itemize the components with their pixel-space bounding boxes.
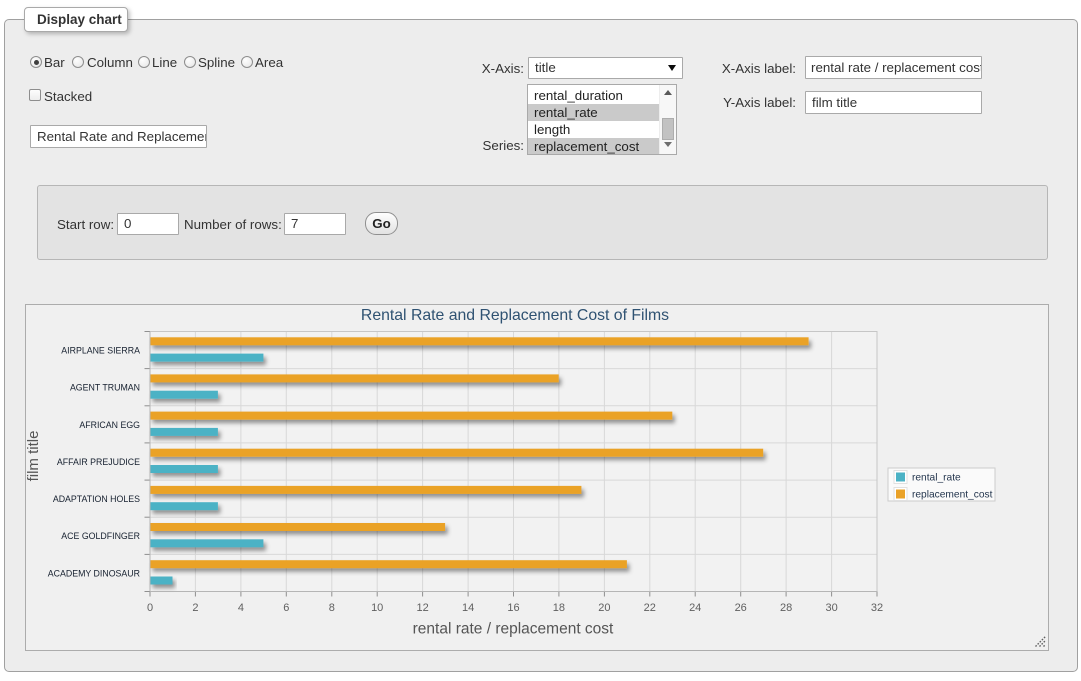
svg-text:14: 14 bbox=[462, 602, 474, 614]
svg-text:rental rate / replacement cost: rental rate / replacement cost bbox=[413, 621, 614, 638]
svg-text:2: 2 bbox=[192, 602, 198, 614]
svg-text:16: 16 bbox=[507, 602, 519, 614]
svg-text:12: 12 bbox=[416, 602, 428, 614]
svg-text:6: 6 bbox=[283, 602, 289, 614]
svg-text:0: 0 bbox=[147, 602, 153, 614]
svg-text:24: 24 bbox=[689, 602, 701, 614]
svg-text:4: 4 bbox=[238, 602, 244, 614]
svg-text:22: 22 bbox=[644, 602, 656, 614]
svg-text:8: 8 bbox=[329, 602, 335, 614]
svg-text:10: 10 bbox=[371, 602, 383, 614]
svg-text:replacement_cost: replacement_cost bbox=[912, 490, 993, 501]
svg-text:AFRICAN EGG: AFRICAN EGG bbox=[79, 420, 140, 430]
svg-text:AFFAIR PREJUDICE: AFFAIR PREJUDICE bbox=[57, 457, 140, 467]
svg-text:ADAPTATION HOLES: ADAPTATION HOLES bbox=[53, 494, 140, 504]
svg-text:30: 30 bbox=[825, 602, 837, 614]
svg-text:28: 28 bbox=[780, 602, 792, 614]
svg-text:20: 20 bbox=[598, 602, 610, 614]
svg-text:AGENT TRUMAN: AGENT TRUMAN bbox=[70, 383, 140, 393]
svg-text:AIRPLANE SIERRA: AIRPLANE SIERRA bbox=[61, 346, 140, 356]
svg-text:26: 26 bbox=[735, 602, 747, 614]
svg-text:ACADEMY DINOSAUR: ACADEMY DINOSAUR bbox=[48, 568, 140, 578]
svg-text:32: 32 bbox=[871, 602, 883, 614]
svg-text:rental_rate: rental_rate bbox=[912, 473, 961, 484]
svg-text:film title: film title bbox=[26, 431, 42, 482]
svg-text:Rental Rate and Replacement Co: Rental Rate and Replacement Cost of Film… bbox=[361, 307, 669, 324]
svg-text:18: 18 bbox=[553, 602, 565, 614]
svg-text:ACE GOLDFINGER: ACE GOLDFINGER bbox=[61, 531, 140, 541]
